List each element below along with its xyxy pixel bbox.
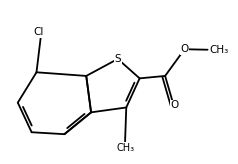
Text: S: S bbox=[114, 54, 121, 64]
Text: CH₃: CH₃ bbox=[116, 143, 134, 153]
Text: CH₃: CH₃ bbox=[209, 45, 229, 55]
Text: O: O bbox=[180, 44, 189, 54]
Text: O: O bbox=[171, 100, 179, 110]
Text: Cl: Cl bbox=[34, 27, 44, 37]
